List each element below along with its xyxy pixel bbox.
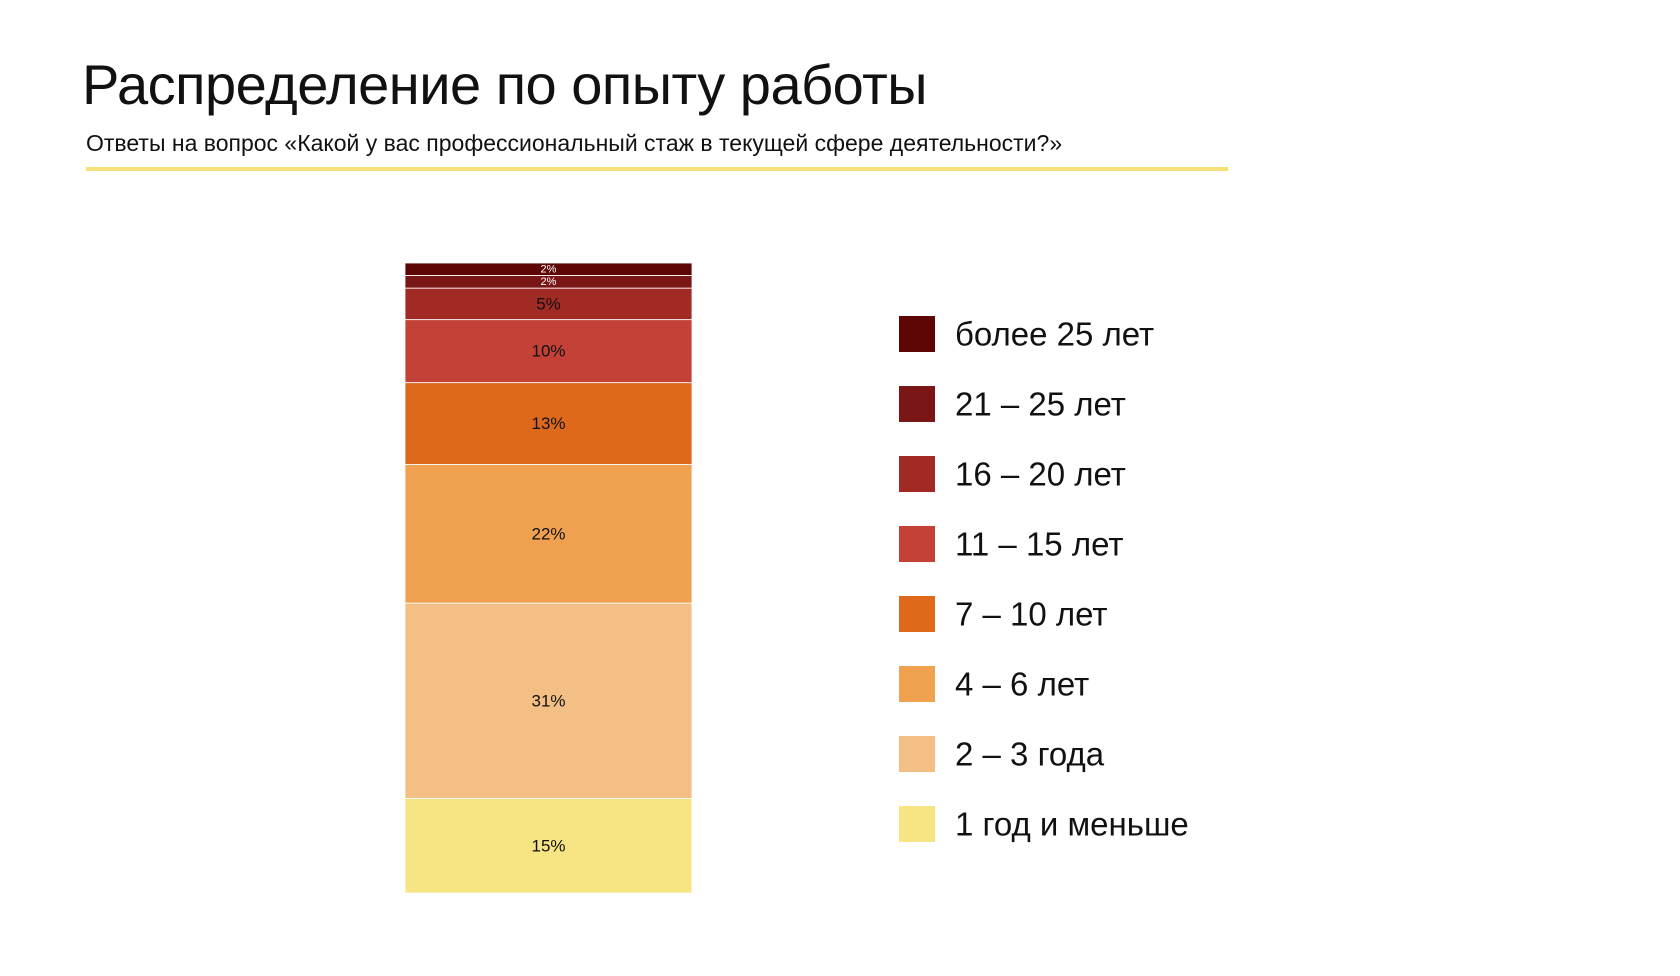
legend-label: 7 – 10 лет	[955, 596, 1108, 633]
bar-segment	[404, 464, 693, 604]
legend-swatch	[899, 456, 935, 492]
legend-label: 4 – 6 лет	[955, 666, 1089, 703]
data-label: 15%	[531, 836, 565, 855]
legend-swatch	[899, 316, 935, 352]
data-label: 13%	[531, 414, 565, 433]
data-label: 2%	[541, 263, 557, 275]
legend-label: 16 – 20 лет	[955, 456, 1126, 493]
legend: более 25 лет 21 – 25 лет 16 – 20 лет 11 – 1…	[899, 316, 1189, 843]
bar-segment	[404, 798, 693, 894]
data-label: 31%	[531, 691, 565, 710]
legend-label: 2 – 3 года	[955, 736, 1105, 773]
stacked-bar: 2%2% 5% 10% 13% 22% 31% 15%	[404, 262, 693, 894]
legend-label: более 25 лет	[955, 316, 1154, 353]
data-label: 10%	[531, 342, 565, 361]
legend-swatch	[899, 386, 935, 422]
chart-subtitle: Ответы на вопрос «Какой у вас профессион…	[86, 130, 1063, 156]
legend-swatch	[899, 526, 935, 562]
title-underline	[86, 167, 1228, 171]
data-label: 2%	[541, 276, 557, 288]
legend-label: 21 – 25 лет	[955, 386, 1126, 423]
data-label: 5%	[536, 294, 561, 313]
bar-segment	[404, 382, 693, 466]
legend-label: 11 – 15 лет	[955, 526, 1123, 563]
legend-label: 1 год и меньше	[955, 806, 1189, 843]
chart-title: Распределение по опыту работы	[82, 53, 927, 116]
bar-segment	[404, 319, 693, 384]
legend-swatch	[899, 736, 935, 772]
legend-swatch	[899, 596, 935, 632]
data-label: 22%	[531, 524, 565, 543]
legend-swatch	[899, 806, 935, 842]
legend-swatch	[899, 666, 935, 702]
bar-segment	[404, 287, 693, 321]
bar-segment	[404, 602, 693, 799]
